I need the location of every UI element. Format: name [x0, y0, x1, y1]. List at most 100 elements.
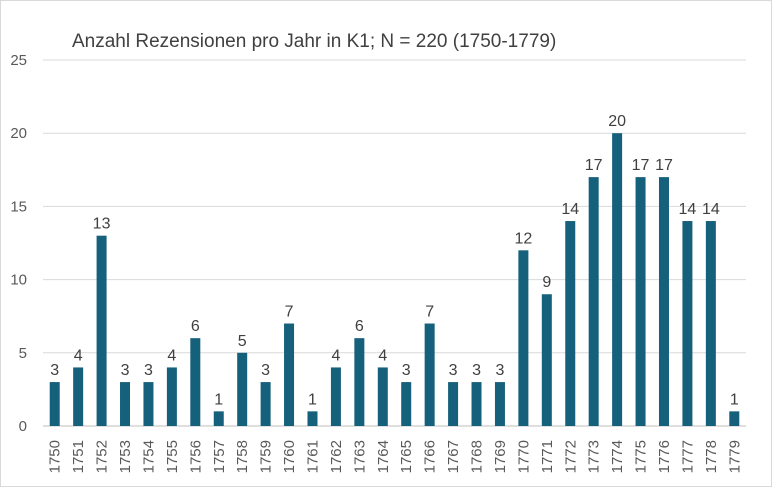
data-label-1775: 17 — [632, 157, 650, 174]
x-tick-label-1773: 1773 — [586, 440, 603, 473]
x-tick-label-1776: 1776 — [656, 440, 673, 473]
bar-1750 — [49, 382, 60, 426]
data-label-1760: 7 — [285, 304, 294, 321]
data-label-1754: 3 — [144, 362, 153, 379]
bar-1775 — [635, 177, 646, 426]
bar-1777 — [682, 221, 693, 426]
x-tick-label-1771: 1771 — [539, 440, 556, 473]
bar-1774 — [612, 133, 623, 426]
y-tick-label: 20 — [10, 125, 27, 142]
data-label-1762: 4 — [331, 347, 340, 364]
data-label-1771: 9 — [542, 274, 551, 291]
data-label-1764: 4 — [378, 347, 387, 364]
x-tick-label-1755: 1755 — [164, 440, 181, 473]
bar-1769 — [494, 382, 505, 426]
data-label-1770: 12 — [514, 230, 532, 247]
data-label-1777: 14 — [679, 201, 697, 218]
bar-1770 — [518, 250, 529, 426]
data-label-1755: 4 — [167, 347, 176, 364]
x-tick-label-1769: 1769 — [492, 440, 509, 473]
bar-1751 — [73, 367, 84, 426]
data-label-1769: 3 — [495, 362, 504, 379]
x-tick-label-1767: 1767 — [445, 440, 462, 473]
y-tick-label: 5 — [19, 345, 27, 362]
bar-1776 — [658, 177, 669, 426]
chart-title: Anzahl Rezensionen pro Jahr in K1; N = 2… — [72, 31, 556, 52]
gridlines — [43, 59, 746, 427]
x-tick-label-1752: 1752 — [94, 440, 111, 473]
bar-1778 — [705, 221, 716, 426]
bar-1772 — [565, 221, 576, 426]
data-label-1766: 7 — [425, 304, 434, 321]
x-tick-label-1768: 1768 — [469, 440, 486, 473]
data-label-1779: 1 — [730, 391, 739, 408]
data-label-1772: 14 — [561, 201, 579, 218]
bar-1754 — [143, 382, 154, 426]
data-label-1761: 1 — [308, 391, 317, 408]
data-label-1765: 3 — [402, 362, 411, 379]
x-tick-label-1762: 1762 — [328, 440, 345, 473]
x-tick-label-1777: 1777 — [679, 440, 696, 473]
x-tick-label-1765: 1765 — [398, 440, 415, 473]
x-tick-label-1774: 1774 — [609, 440, 626, 473]
bar-1764 — [377, 367, 388, 426]
bar-1767 — [448, 382, 459, 426]
data-label-1758: 5 — [238, 333, 247, 350]
bar-1759 — [260, 382, 271, 426]
x-tick-label-1753: 1753 — [117, 440, 134, 473]
x-tick-label-1750: 1750 — [47, 440, 64, 473]
bar-1753 — [120, 382, 131, 426]
data-label-1767: 3 — [449, 362, 458, 379]
x-tick-label-1764: 1764 — [375, 440, 392, 473]
bar-1768 — [471, 382, 482, 426]
bar-1760 — [284, 323, 295, 426]
data-label-1757: 1 — [214, 391, 223, 408]
x-tick-label-1759: 1759 — [258, 440, 275, 473]
data-label-1756: 6 — [191, 318, 200, 335]
data-label-1753: 3 — [121, 362, 130, 379]
x-tick-label-1763: 1763 — [351, 440, 368, 473]
x-tick-label-1772: 1772 — [562, 440, 579, 473]
x-axis-ticks: 1750 1751 1752 1753 1754 1755 1756 1757 1758 1759… — [47, 440, 744, 473]
bar-1762 — [330, 367, 341, 426]
y-tick-label: 10 — [10, 272, 27, 289]
x-tick-label-1754: 1754 — [140, 440, 157, 473]
y-tick-label: 15 — [10, 198, 27, 215]
x-tick-label-1757: 1757 — [211, 440, 228, 473]
bar-1766 — [424, 323, 435, 426]
x-tick-label-1778: 1778 — [703, 440, 720, 473]
x-tick-label-1779: 1779 — [726, 440, 743, 473]
bar-1779 — [729, 411, 740, 426]
bar-1756 — [190, 338, 201, 426]
bar-1761 — [307, 411, 318, 426]
bar-1763 — [354, 338, 365, 426]
x-tick-label-1766: 1766 — [422, 440, 439, 473]
x-tick-label-1751: 1751 — [70, 440, 87, 473]
data-label-1773: 17 — [585, 157, 603, 174]
data-label-1763: 6 — [355, 318, 364, 335]
bar-1757 — [213, 411, 224, 426]
bar-1758 — [237, 352, 248, 426]
data-label-1778: 14 — [702, 201, 720, 218]
data-label-1774: 20 — [608, 113, 626, 130]
data-label-1759: 3 — [261, 362, 270, 379]
x-tick-label-1758: 1758 — [234, 440, 251, 473]
data-label-1752: 13 — [93, 216, 111, 233]
bar-1771 — [541, 294, 552, 426]
x-tick-label-1770: 1770 — [515, 440, 532, 473]
bar-1765 — [401, 382, 412, 426]
data-label-1776: 17 — [655, 157, 673, 174]
data-label-1751: 4 — [74, 347, 83, 364]
x-tick-label-1760: 1760 — [281, 440, 298, 473]
bar-1755 — [166, 367, 177, 426]
x-tick-label-1775: 1775 — [633, 440, 650, 473]
bar-1752 — [96, 235, 107, 426]
bars — [49, 133, 740, 426]
y-axis-ticks: 0 5 10 15 20 25 — [10, 52, 27, 435]
y-tick-label: 25 — [10, 52, 27, 69]
data-label-1750: 3 — [50, 362, 59, 379]
x-tick-label-1761: 1761 — [304, 440, 321, 473]
